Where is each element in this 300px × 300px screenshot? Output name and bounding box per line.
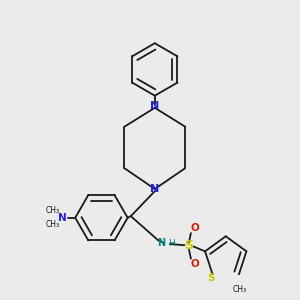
Text: O: O	[190, 259, 199, 269]
Text: CH₃: CH₃	[45, 206, 59, 215]
Text: N: N	[150, 184, 159, 194]
Text: H: H	[169, 238, 175, 247]
Text: CH₃: CH₃	[233, 285, 247, 294]
Text: N: N	[58, 213, 67, 223]
Text: S: S	[208, 273, 215, 283]
Text: CH₃: CH₃	[45, 220, 59, 229]
Text: N: N	[150, 101, 159, 111]
Text: S: S	[184, 239, 194, 252]
Text: O: O	[190, 223, 199, 233]
Text: N: N	[158, 238, 166, 248]
